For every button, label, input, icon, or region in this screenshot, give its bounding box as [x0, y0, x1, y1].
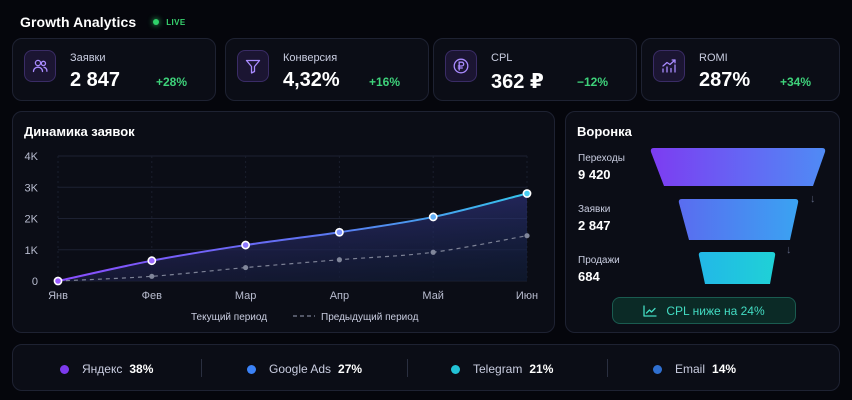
- x-tick-label: Июн: [516, 290, 538, 302]
- funnel-stage-value: 9 420: [578, 167, 611, 182]
- source-color-dot: [60, 364, 69, 374]
- y-tick-label: 1K: [25, 245, 39, 257]
- source-name: Telegram: [473, 362, 523, 376]
- funnel-stage-label: Продажи: [578, 255, 620, 266]
- funnel-bar-applications: [678, 199, 799, 240]
- live-indicator: LIVE: [153, 18, 185, 27]
- previous-period-line: [57, 235, 528, 282]
- traffic-sources-bar: Яндекс 38% Google Ads 27% Telegram 21% E…: [12, 344, 840, 391]
- legend-current-label: Текущий период: [191, 312, 267, 323]
- funnel-bar-sales: [698, 252, 776, 284]
- kpi-delta: +16%: [368, 75, 400, 89]
- kpi-label: CPL: [491, 52, 513, 64]
- funnel-card: Воронка Переходы 9 420 Заявки 2 847 Прод…: [565, 111, 840, 333]
- x-tick-label: Май: [422, 290, 444, 302]
- header: Growth Analytics LIVE: [20, 12, 186, 32]
- funnel-title: Воронка: [577, 124, 632, 139]
- kpi-delta: +34%: [779, 75, 811, 89]
- source-percent: 14%: [712, 362, 737, 376]
- kpi-label: Конверсия: [283, 52, 338, 64]
- kpi-label: ROMI: [699, 52, 728, 64]
- users-icon: [24, 50, 56, 82]
- arrow-down-icon: ↓: [810, 193, 816, 205]
- y-tick-label: 3K: [25, 182, 39, 194]
- source-item-yandex[interactable]: Яндекс 38%: [60, 362, 153, 376]
- current-period-area-fade: [58, 193, 527, 281]
- funnel-bar-visits: [650, 148, 826, 186]
- legend-previous-label: Предыдущий период: [321, 312, 419, 323]
- divider: [407, 359, 408, 377]
- current-period-point: [428, 212, 438, 222]
- funnel-stage-value: 2 847: [578, 218, 611, 233]
- kpi-value: 2 847: [70, 69, 121, 91]
- ruble-coin-icon: [445, 50, 477, 82]
- trending-line-icon: [643, 304, 658, 317]
- cpl-insight-text: CPL ниже на 24%: [666, 303, 765, 318]
- divider: [201, 359, 202, 377]
- cpl-insight-badge: CPL ниже на 24%: [612, 297, 796, 324]
- source-color-dot: [653, 364, 662, 374]
- divider: [607, 359, 608, 377]
- kpi-card-cpl[interactable]: CPL 362 ₽ −12%: [433, 38, 637, 101]
- source-color-dot: [247, 364, 256, 374]
- x-tick-label: Апр: [330, 290, 349, 302]
- x-tick-label: Мар: [235, 290, 257, 302]
- source-name: Google Ads: [269, 362, 332, 376]
- source-percent: 27%: [338, 362, 363, 376]
- source-item-telegram[interactable]: Telegram 21%: [451, 362, 553, 376]
- applications-trend-chart: 0 1K 2K 3K 4K Янв Фев Мар Апр Май Июн Текущий пери…: [25, 151, 539, 323]
- source-percent: 21%: [529, 362, 554, 376]
- kpi-value: 362 ₽: [491, 71, 544, 93]
- previous-period-point: [149, 273, 155, 279]
- applications-trend-card: Динамика заявок 0 1K 2K 3K 4K Янв Фев Мар Апр Май…: [12, 111, 555, 333]
- trending-up-chart-icon: [653, 50, 685, 82]
- funnel-stage-label: Переходы: [578, 153, 625, 164]
- previous-period-point: [243, 264, 249, 271]
- x-tick-label: Фев: [142, 290, 162, 302]
- source-name: Email: [675, 362, 706, 376]
- funnel-stage-label: Заявки: [578, 204, 611, 215]
- current-period-point: [53, 276, 63, 286]
- previous-period-point: [336, 257, 342, 263]
- funnel-graphic: [650, 148, 826, 284]
- kpi-card-romi[interactable]: ROMI 287% +34%: [641, 38, 840, 101]
- kpi-card-applications[interactable]: Заявки 2 847 +28%: [12, 38, 216, 101]
- live-status: LIVE: [166, 17, 186, 27]
- source-color-dot: [451, 364, 460, 374]
- kpi-delta: −12%: [576, 75, 608, 89]
- y-tick-label: 4K: [25, 151, 39, 163]
- funnel-stage-value: 684: [578, 269, 600, 284]
- x-tick-label: Янв: [48, 290, 68, 302]
- live-dot-icon: [153, 19, 160, 25]
- kpi-value: 4,32%: [283, 69, 340, 91]
- arrow-down-icon: ↓: [786, 244, 792, 256]
- current-period-point: [334, 227, 344, 237]
- kpi-delta: +28%: [155, 75, 187, 89]
- current-period-point: [241, 240, 250, 250]
- kpi-label: Заявки: [70, 52, 106, 64]
- source-item-email[interactable]: Email 14%: [653, 362, 736, 376]
- previous-period-point: [524, 233, 530, 239]
- current-period-point: [147, 256, 157, 266]
- y-tick-label: 0: [32, 276, 38, 288]
- y-tick-label: 2K: [25, 214, 39, 226]
- app-title: Growth Analytics: [20, 14, 137, 30]
- current-period-line: [57, 192, 528, 282]
- kpi-card-conversion[interactable]: Конверсия 4,32% +16%: [225, 38, 429, 101]
- previous-period-point: [430, 249, 436, 255]
- kpi-value: 287%: [699, 69, 751, 91]
- filter-icon: [237, 50, 269, 82]
- source-item-google-ads[interactable]: Google Ads 27%: [247, 362, 362, 376]
- chart-title: Динамика заявок: [24, 124, 135, 139]
- source-name: Яндекс: [82, 362, 123, 376]
- source-percent: 38%: [129, 362, 154, 376]
- current-period-point: [522, 189, 532, 198]
